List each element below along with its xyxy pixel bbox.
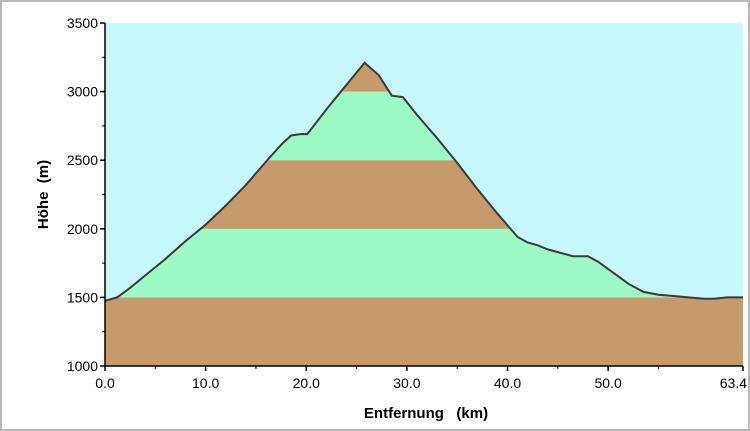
x-tick-label: 30.0 xyxy=(393,375,420,391)
y-axis-ticks: 1000 1500 2000 2500 3000 3500 xyxy=(67,15,105,374)
y-tick-label: 1000 xyxy=(67,358,98,374)
x-tick-label: 0.0 xyxy=(95,375,115,391)
y-tick-label: 1500 xyxy=(67,289,98,305)
elevation-band-0 xyxy=(105,297,743,366)
x-tick-label: 63.4 xyxy=(720,375,747,391)
x-axis-title: Entfernung (km) xyxy=(364,405,488,422)
y-tick-label: 3000 xyxy=(67,84,98,100)
y-axis-title: Höhe (m) xyxy=(35,160,52,229)
x-tick-label: 10.0 xyxy=(192,375,219,391)
x-tick-label: 40.0 xyxy=(494,375,521,391)
elevation-profile-line xyxy=(104,61,743,302)
y-tick-label: 2000 xyxy=(67,221,98,237)
x-tick-label: 50.0 xyxy=(595,375,622,391)
y-tick-label: 3500 xyxy=(67,15,98,31)
x-tick-label: 20.0 xyxy=(293,375,320,391)
x-axis-ticks: 0.0 10.0 20.0 30.0 40.0 50.0 63.4 xyxy=(95,366,747,391)
y-tick-label: 2500 xyxy=(67,152,98,168)
